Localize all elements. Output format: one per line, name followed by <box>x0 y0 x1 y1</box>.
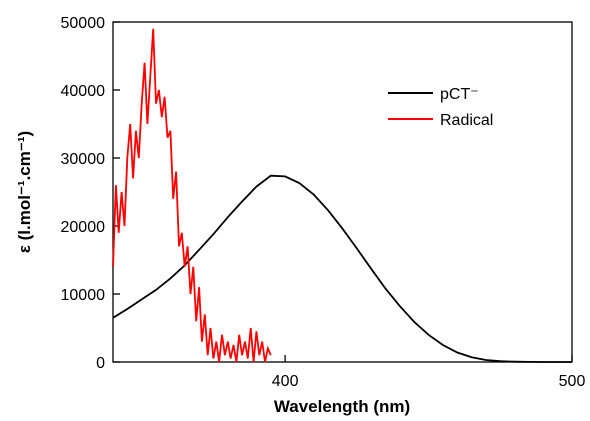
y-tick-label: 30000 <box>61 151 106 168</box>
legend-label: Radical <box>440 112 493 129</box>
line-series <box>112 174 572 363</box>
x-tick-label: 500 <box>559 373 586 390</box>
y-tick-label: 0 <box>96 355 105 372</box>
x-tick-label: 400 <box>272 373 299 390</box>
legend-label: pCT⁻ <box>440 86 479 103</box>
y-tick-label: 50000 <box>61 15 106 32</box>
y-tick-label: 10000 <box>61 287 106 304</box>
x-axis-label: Wavelength (nm) <box>274 397 410 416</box>
line-series <box>112 28 272 363</box>
y-tick-label: 20000 <box>61 219 106 236</box>
y-axis-label: ε (l.mol⁻¹.cm⁻¹) <box>15 131 34 253</box>
plot-frame <box>112 21 573 363</box>
y-tick-label: 40000 <box>61 83 106 100</box>
